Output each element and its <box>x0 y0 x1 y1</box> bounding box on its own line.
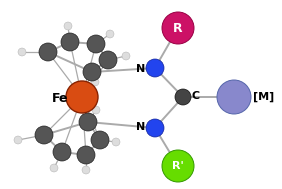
Circle shape <box>14 136 22 144</box>
Circle shape <box>18 48 26 56</box>
Text: Fe: Fe <box>52 92 68 105</box>
Circle shape <box>106 30 114 38</box>
Circle shape <box>53 143 71 161</box>
Circle shape <box>122 52 130 60</box>
Circle shape <box>61 33 79 51</box>
Circle shape <box>50 164 58 172</box>
Text: N: N <box>136 64 146 74</box>
Circle shape <box>217 80 251 114</box>
Circle shape <box>35 126 53 144</box>
Text: C: C <box>192 91 200 101</box>
Text: R: R <box>173 22 183 35</box>
Circle shape <box>146 119 164 137</box>
Circle shape <box>92 106 100 114</box>
Text: [M]: [M] <box>253 92 275 102</box>
Circle shape <box>91 131 109 149</box>
Circle shape <box>79 113 97 131</box>
Circle shape <box>87 35 105 53</box>
Circle shape <box>39 43 57 61</box>
Circle shape <box>99 51 117 69</box>
Circle shape <box>82 166 90 174</box>
Circle shape <box>146 59 164 77</box>
Circle shape <box>64 22 72 30</box>
Circle shape <box>112 138 120 146</box>
Circle shape <box>162 150 194 182</box>
Circle shape <box>83 63 101 81</box>
Circle shape <box>66 81 98 113</box>
Circle shape <box>77 146 95 164</box>
Circle shape <box>162 12 194 44</box>
Circle shape <box>91 78 99 86</box>
Text: R': R' <box>172 161 184 171</box>
Text: N: N <box>136 122 146 132</box>
Circle shape <box>175 89 191 105</box>
